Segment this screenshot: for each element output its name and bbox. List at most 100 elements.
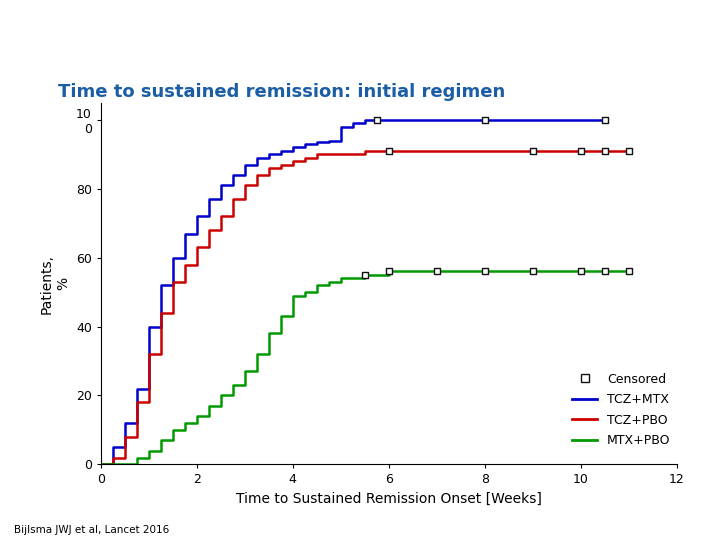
Point <box>479 267 490 276</box>
TCZ+MTX <box>312 139 321 145</box>
TCZ+MTX <box>217 182 225 188</box>
TCZ+PBO <box>384 147 393 154</box>
Point <box>527 146 539 155</box>
Text: Time to sustained remission: initial regimen: Time to sustained remission: initial reg… <box>58 83 505 101</box>
TCZ+PBO <box>577 147 585 154</box>
TCZ+PBO <box>156 309 165 316</box>
Point <box>383 267 395 276</box>
MTX+PBO <box>577 268 585 275</box>
MTX+PBO <box>348 275 357 281</box>
MTX+PBO <box>240 368 249 375</box>
TCZ+PBO <box>96 461 105 468</box>
Point <box>599 267 611 276</box>
TCZ+MTX <box>96 461 105 468</box>
TCZ+PBO <box>253 172 261 178</box>
TCZ+MTX <box>276 147 285 154</box>
MTX+PBO <box>480 268 489 275</box>
TCZ+MTX <box>228 172 237 178</box>
TCZ+PBO <box>181 261 189 268</box>
TCZ+MTX <box>264 151 273 158</box>
MTX+PBO <box>361 272 369 278</box>
TCZ+MTX <box>384 117 393 123</box>
Point <box>575 146 587 155</box>
Point <box>623 146 634 155</box>
TCZ+MTX <box>120 420 129 426</box>
TCZ+PBO <box>264 165 273 171</box>
TCZ+PBO <box>361 147 369 154</box>
TCZ+PBO <box>240 182 249 188</box>
MTX+PBO <box>120 461 129 468</box>
TCZ+PBO <box>228 196 237 202</box>
TCZ+PBO <box>300 154 309 161</box>
TCZ+PBO <box>528 147 537 154</box>
MTX+PBO <box>528 268 537 275</box>
TCZ+PBO <box>168 279 177 285</box>
TCZ+PBO <box>312 151 321 158</box>
MTX+PBO <box>264 330 273 337</box>
Point <box>623 267 634 276</box>
TCZ+MTX <box>289 144 297 151</box>
TCZ+MTX <box>325 137 333 144</box>
MTX+PBO <box>192 413 201 420</box>
TCZ+PBO <box>217 213 225 220</box>
MTX+PBO <box>253 351 261 357</box>
Line: TCZ+PBO: TCZ+PBO <box>101 151 629 464</box>
TCZ+MTX <box>168 254 177 261</box>
MTX+PBO <box>145 447 153 454</box>
TCZ+PBO <box>109 454 117 461</box>
TCZ+MTX <box>336 124 345 130</box>
MTX+PBO <box>156 437 165 443</box>
X-axis label: Time to Sustained Remission Onset [Weeks]: Time to Sustained Remission Onset [Weeks… <box>236 492 541 506</box>
TCZ+PBO <box>624 147 633 154</box>
TCZ+MTX <box>204 196 213 202</box>
Point <box>359 271 371 279</box>
Point <box>599 146 611 155</box>
Point <box>575 267 587 276</box>
TCZ+MTX <box>600 117 609 123</box>
TCZ+PBO <box>276 161 285 168</box>
TCZ+PBO <box>120 434 129 440</box>
MTX+PBO <box>168 427 177 433</box>
MTX+PBO <box>228 382 237 388</box>
MTX+PBO <box>289 292 297 299</box>
Y-axis label: Patients,
%: Patients, % <box>40 253 71 314</box>
TCZ+PBO <box>192 244 201 251</box>
Line: TCZ+MTX: TCZ+MTX <box>101 120 605 464</box>
TCZ+MTX <box>300 141 309 147</box>
MTX+PBO <box>181 420 189 426</box>
TCZ+PBO <box>145 351 153 357</box>
TCZ+MTX <box>240 161 249 168</box>
Legend: Censored, TCZ+MTX, TCZ+PBO, MTX+PBO: Censored, TCZ+MTX, TCZ+PBO, MTX+PBO <box>572 373 670 447</box>
Point <box>599 116 611 124</box>
TCZ+PBO <box>433 147 441 154</box>
MTX+PBO <box>624 268 633 275</box>
Line: MTX+PBO: MTX+PBO <box>101 272 629 464</box>
MTX+PBO <box>217 392 225 399</box>
Point <box>527 267 539 276</box>
MTX+PBO <box>276 313 285 320</box>
Point <box>383 146 395 155</box>
TCZ+MTX <box>348 120 357 126</box>
TCZ+MTX <box>109 444 117 450</box>
MTX+PBO <box>433 268 441 275</box>
MTX+PBO <box>384 268 393 275</box>
TCZ+MTX <box>192 213 201 220</box>
MTX+PBO <box>300 289 309 295</box>
TCZ+MTX <box>372 117 381 123</box>
TCZ+MTX <box>253 154 261 161</box>
TCZ+MTX <box>361 117 369 123</box>
Text: Bijlsma JWJ et al, Lancet 2016: Bijlsma JWJ et al, Lancet 2016 <box>14 524 170 535</box>
MTX+PBO <box>336 275 345 281</box>
MTX+PBO <box>96 461 105 468</box>
MTX+PBO <box>132 454 141 461</box>
TCZ+MTX <box>480 117 489 123</box>
TCZ+PBO <box>600 147 609 154</box>
TCZ+PBO <box>132 399 141 406</box>
MTX+PBO <box>204 403 213 409</box>
MTX+PBO <box>325 279 333 285</box>
TCZ+PBO <box>204 227 213 233</box>
Point <box>371 116 382 124</box>
TCZ+PBO <box>289 158 297 164</box>
TCZ+MTX <box>145 323 153 330</box>
MTX+PBO <box>312 282 321 288</box>
